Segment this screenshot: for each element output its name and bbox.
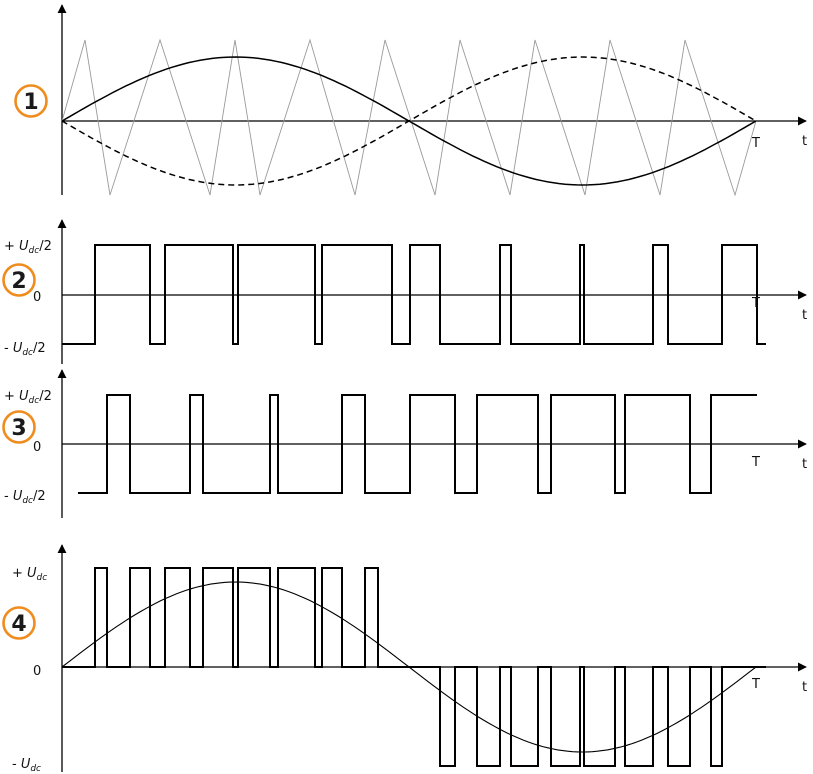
panel-3-period-label: T: [751, 455, 760, 470]
panel-4-t-label: t: [802, 680, 807, 695]
panel-4: + Udc 0 - Udc T t 4: [2, 544, 807, 774]
panel-4-unipolar-pwm-waveform: [62, 567, 766, 767]
panel-2-level-minus: - Udc/2: [4, 341, 46, 358]
panel-3-t-label: t: [802, 457, 807, 472]
panel-1-period-label: T: [751, 136, 760, 151]
panel-3-level-minus: - Udc/2: [4, 489, 46, 506]
panel-4-level-plus: + Udc: [12, 566, 47, 583]
panel-3-badge: 3: [2, 410, 36, 444]
panel-4-badge: 4: [2, 606, 36, 640]
panel-2-level-plus: + Udc/2: [4, 239, 52, 256]
panel-2-t-label: t: [802, 308, 807, 323]
svg-text:2: 2: [11, 269, 26, 294]
panel-4-level-zero: 0: [33, 664, 41, 679]
panel-3-level-zero: 0: [33, 440, 41, 455]
panel-1-inverted-sine-reference: [61, 56, 757, 186]
panel-4-period-label: T: [751, 677, 760, 692]
svg-text:3: 3: [11, 416, 26, 441]
panel-2-level-zero: 0: [33, 290, 41, 305]
panel-3: + Udc/2 0 - Udc/2 T t 3: [2, 369, 807, 518]
svg-text:4: 4: [11, 612, 26, 637]
panel-4-level-minus: - Udc: [12, 757, 41, 774]
svg-text:1: 1: [23, 90, 38, 115]
panel-1-t-label: t: [802, 134, 807, 149]
panel-1-badge: 1: [14, 84, 48, 118]
panel-2-period-label: T: [751, 296, 760, 311]
panel-1: t T 1: [14, 4, 807, 197]
panel-2-badge: 2: [2, 263, 36, 297]
panel-1-triangular-carrier: [61, 38, 757, 197]
panel-3-bipolar-pwm-waveform: [78, 394, 757, 494]
panel-2-bipolar-pwm-waveform: [62, 244, 766, 345]
panel-3-level-plus: + Udc/2: [4, 389, 52, 406]
panel-2: + Udc/2 0 - Udc/2 T t 2: [2, 219, 807, 364]
